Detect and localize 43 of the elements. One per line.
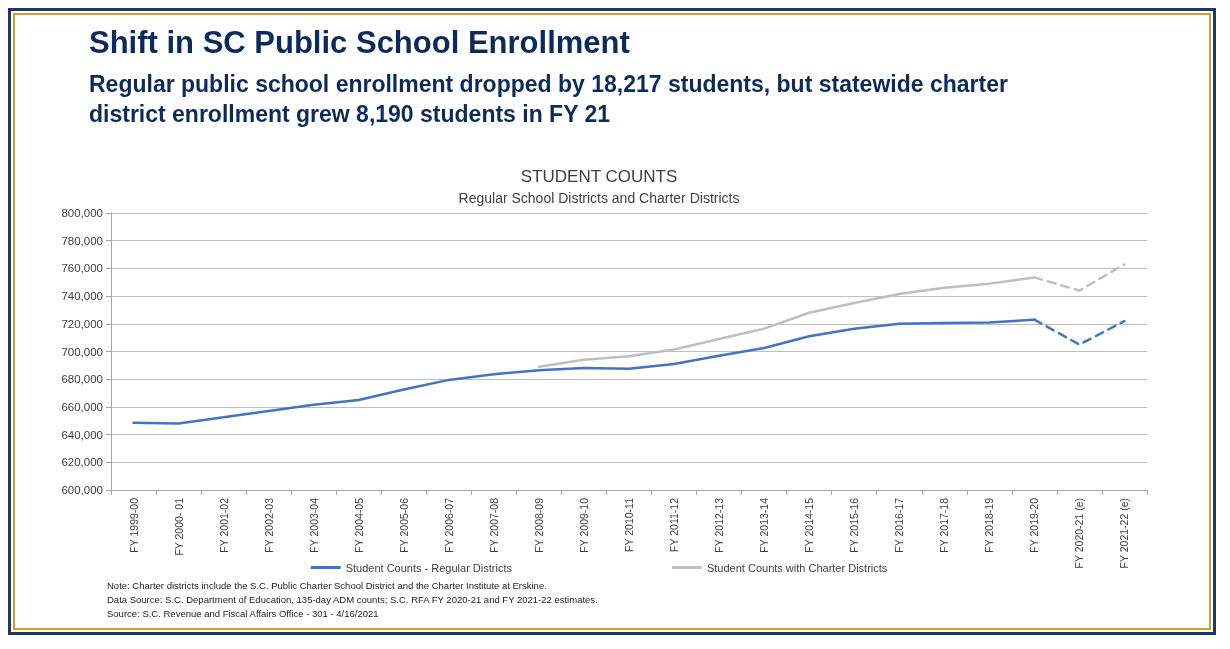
y-tick-label: 660,000 (61, 400, 103, 413)
y-tick-label: 760,000 (61, 262, 103, 275)
x-tick-label: FY 2002-03 (262, 497, 275, 553)
y-tick-label: 720,000 (61, 317, 103, 330)
x-tick-label: FY 2014-15 (803, 497, 816, 553)
x-tick-label: FY 1999-00 (127, 497, 140, 553)
y-tick-label: 740,000 (61, 290, 103, 303)
x-tick-label: FY 2008-09 (532, 497, 545, 553)
x-tick-label: FY 2016-17 (893, 497, 906, 553)
legend-label: Student Counts - Regular Districts (345, 561, 513, 574)
x-tick-label: FY 2007-08 (487, 497, 500, 553)
x-tick-label: FY 2004-05 (352, 497, 365, 553)
x-tick-label: FY 2009-10 (577, 497, 590, 553)
x-tick-label: FY 2015-16 (848, 497, 861, 553)
x-tick-label: FY 2017-18 (938, 497, 951, 553)
y-tick-label: 600,000 (61, 484, 103, 496)
y-tick-label: 780,000 (61, 234, 103, 247)
x-tick-label: FY 2006-07 (442, 497, 455, 553)
x-tick-label: FY 2012-13 (713, 497, 726, 553)
x-tick-label: FY 2010-11 (623, 497, 635, 552)
source-note: Data Source: S.C. Department of Education, 135-day ADM counts; S.C. RFA FY 2020-21 and FY 2021-22 estimates. (107, 593, 598, 607)
text: STUDENT COUNTS (520, 167, 678, 186)
x-tick-label: FY 2020-21 (e) (1073, 498, 1086, 569)
text: Note: Charter districts include the S.C. Public Charter School District and the Charter Institute at Erskine. (107, 579, 548, 593)
chart-title: Shift in SC Public School Enrollment (89, 25, 630, 61)
x-tick-label: FY 2021-22 (e) (1118, 498, 1131, 569)
y-tick-label: 620,000 (61, 456, 103, 469)
x-tick-label: FY 2011-12 (668, 497, 681, 552)
chart-subtitle: Regular public school enrollment dropped by 18,217 students, but statewide charter district enrollment grew 8,190 students in FY 21 (89, 70, 1009, 129)
source-note: Source: S.C. Revenue and Fiscal Affairs Office - 301 - 4/16/2021 (107, 607, 380, 621)
legend-label: Student Counts with Charter Districts (706, 561, 888, 574)
x-tick-label: FY 2000- 01 (172, 497, 185, 556)
y-tick-label: 700,000 (61, 345, 103, 358)
x-tick-label: FY 2005-06 (397, 497, 410, 553)
x-tick-label: FY 2013-14 (758, 497, 771, 553)
y-tick-label: 640,000 (61, 428, 103, 441)
y-tick-label: 680,000 (61, 373, 103, 386)
x-tick-label: FY 2001-02 (217, 497, 230, 553)
x-tick-label: FY 2003-04 (307, 497, 320, 553)
text: Regular School Districts and Charter Districts (458, 190, 740, 206)
x-tick-label: FY 2019-20 (1028, 497, 1041, 553)
y-tick-label: 800,000 (61, 207, 103, 219)
x-tick-label: FY 2018-19 (983, 497, 996, 553)
